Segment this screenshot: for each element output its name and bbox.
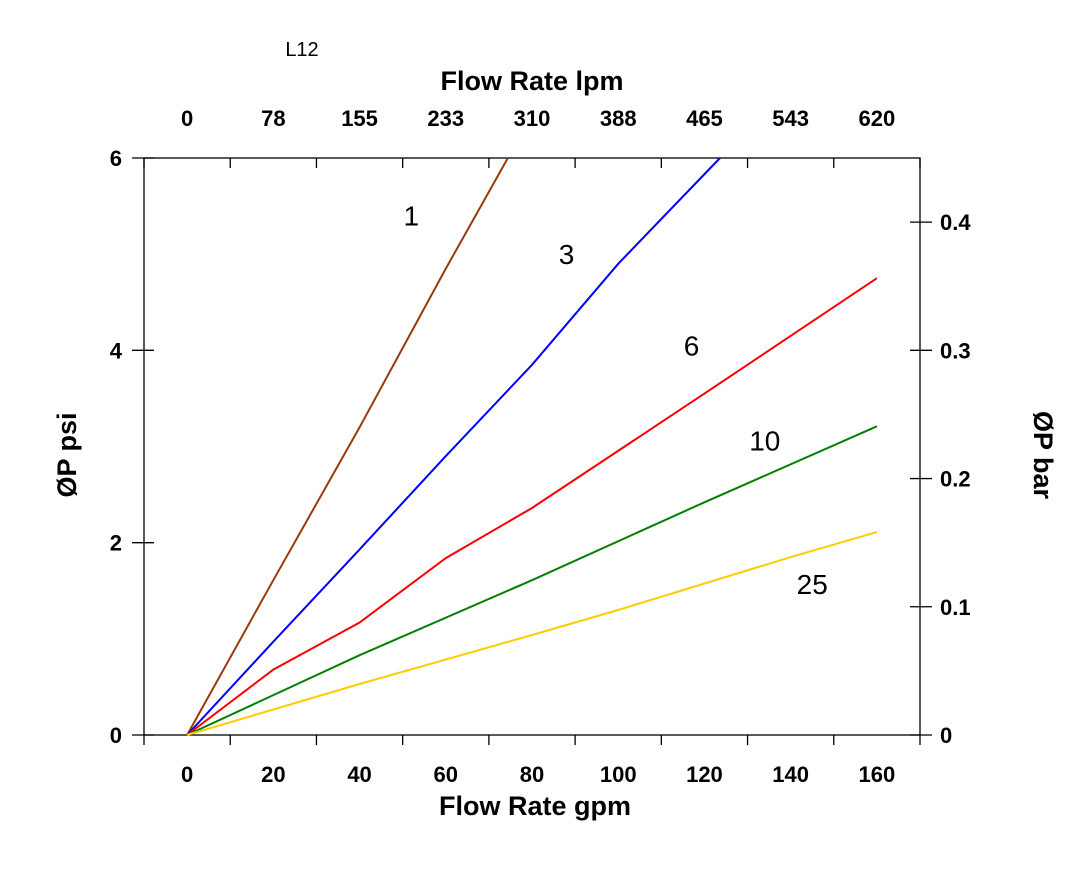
- y2-tick-label: 0.4: [940, 210, 971, 235]
- series-line-3: [186, 157, 721, 736]
- x2-tick-label: 388: [600, 106, 637, 131]
- y-tick-label: 2: [110, 531, 122, 556]
- series-line-6: [186, 277, 878, 736]
- x2-tick-label: 620: [859, 106, 896, 131]
- x2-tick-label: 465: [686, 106, 723, 131]
- series-label: 6: [684, 331, 700, 362]
- x2-tick-label: 310: [514, 106, 551, 131]
- series-label: 10: [749, 426, 780, 457]
- y-tick-label: 0: [110, 723, 122, 748]
- plot-frame: [143, 157, 921, 736]
- chart-title: L12: [285, 39, 318, 61]
- x-tick-label: 80: [520, 762, 544, 787]
- y-tick-label: 6: [110, 146, 122, 171]
- x2-axis-label: Flow Rate lpm: [440, 66, 623, 96]
- x2-tick-label: 155: [341, 106, 378, 131]
- y-tick-label: 4: [110, 338, 123, 363]
- x-tick-label: 40: [347, 762, 371, 787]
- x2-tick-label: 0: [181, 106, 193, 131]
- x-tick-label: 140: [772, 762, 809, 787]
- y2-axis-label: ØP bar: [1028, 411, 1058, 500]
- series-line-25: [186, 531, 878, 736]
- x-axis-label: Flow Rate gpm: [439, 791, 631, 821]
- series-line-10: [186, 425, 878, 736]
- y2-tick-label: 0.3: [940, 338, 971, 363]
- x-tick-label: 100: [600, 762, 637, 787]
- y2-tick-label: 0: [940, 723, 952, 748]
- x-tick-label: 20: [261, 762, 285, 787]
- x-tick-label: 160: [859, 762, 896, 787]
- x-tick-label: 0: [181, 762, 193, 787]
- y2-tick-label: 0.2: [940, 467, 971, 492]
- y-axis-label: ØP psi: [52, 412, 82, 497]
- series-line-1: [186, 157, 509, 736]
- x2-tick-label: 543: [772, 106, 809, 131]
- x2-tick-label: 233: [427, 106, 464, 131]
- x-tick-label: 60: [434, 762, 458, 787]
- y2-tick-label: 0.1: [940, 595, 971, 620]
- series-label: 1: [403, 201, 419, 232]
- series-label: 25: [797, 569, 828, 600]
- x2-tick-label: 78: [261, 106, 285, 131]
- series-label: 3: [559, 239, 575, 270]
- x-tick-label: 120: [686, 762, 723, 787]
